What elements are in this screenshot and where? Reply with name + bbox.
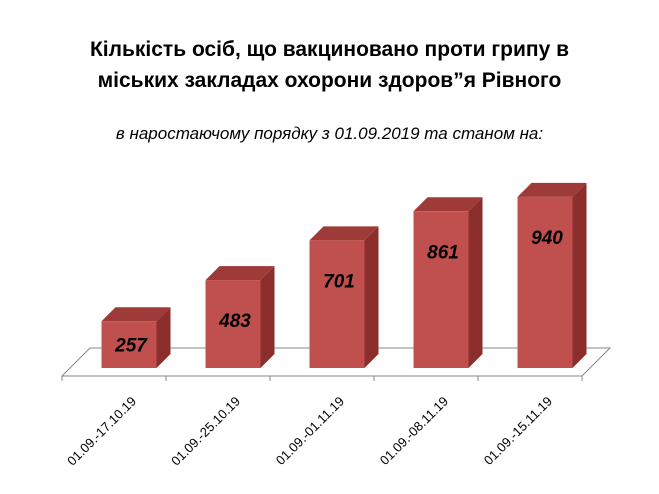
bar-side [572, 182, 587, 368]
bar-side [156, 307, 171, 368]
x-tick-label-2: 01.09.-25.10.19 [168, 394, 243, 469]
data-label-5: 940 [531, 228, 563, 249]
bar-front [309, 240, 365, 368]
x-tick-label-3: 01.09.-01.11.19 [273, 394, 347, 468]
bar-top [413, 197, 483, 212]
bar-5 [517, 182, 587, 368]
chart-title: Кількість осіб, що вакциновано проти гри… [0, 34, 659, 96]
data-label-2: 483 [218, 311, 251, 332]
chart-subtitle: в наростаючому порядку з 01.09.2019 та с… [115, 124, 544, 143]
bar-front [517, 196, 573, 368]
chart-title-line-1: Кількість осіб, що вакциновано проти гри… [89, 38, 569, 61]
chart-title-line-2: міських закладах охорони здоров”я Рівног… [97, 69, 562, 92]
bar-3 [309, 226, 379, 368]
data-label-1: 257 [114, 336, 148, 357]
bar-top [517, 182, 587, 197]
data-label-3: 701 [323, 271, 355, 292]
bar-side [260, 266, 275, 368]
bar-top [101, 307, 171, 322]
bar-side [468, 197, 483, 368]
x-tick-label-4: 01.09.-08.11.19 [377, 394, 451, 468]
bar-4 [413, 197, 483, 368]
bar-front [205, 280, 261, 368]
chart-floor [60, 347, 612, 377]
bar-2 [205, 266, 275, 368]
x-tick-label-5: 01.09.-15.11.19 [481, 394, 555, 468]
bar-1 [101, 307, 171, 368]
bar-top [205, 266, 275, 281]
bar-front [413, 211, 469, 368]
x-tick-label-1: 01.09.-17.10.19 [64, 394, 139, 469]
data-label-4: 861 [427, 242, 459, 263]
bar-side [364, 226, 379, 368]
bar-front [101, 321, 157, 368]
bar-top [309, 226, 379, 241]
